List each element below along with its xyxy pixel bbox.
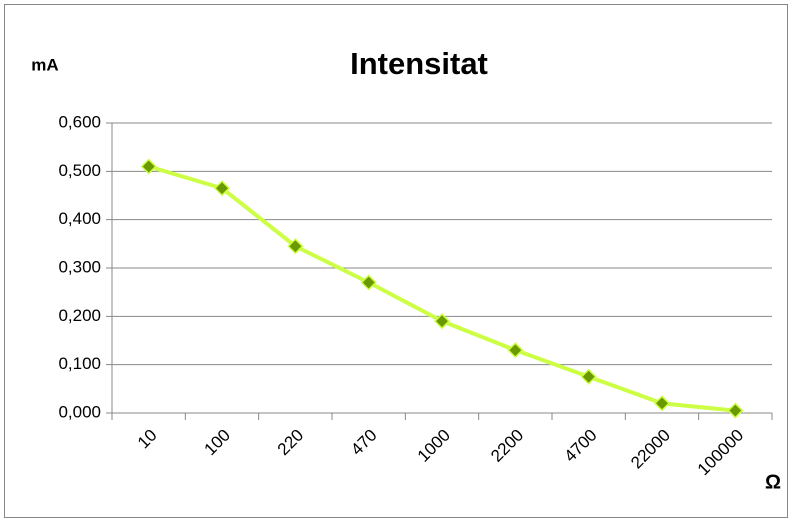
data-point — [213, 180, 231, 197]
data-point — [360, 274, 377, 291]
y-axis-label: mA — [31, 55, 58, 74]
y-tick-label: 0,200 — [58, 306, 101, 325]
y-tick-label: 0,400 — [58, 209, 101, 228]
y-tick-label: 0,600 — [58, 112, 101, 131]
data-point — [653, 395, 671, 412]
data-point — [727, 402, 744, 419]
data-point — [140, 158, 157, 175]
y-tick-label: 0,100 — [58, 354, 101, 373]
chart-title: Intensitat — [350, 46, 488, 81]
data-point — [507, 342, 524, 359]
y-tick-label: 0,000 — [58, 402, 101, 421]
x-axis-label: Ω — [765, 471, 781, 493]
data-point — [580, 368, 597, 385]
data-point — [287, 238, 304, 255]
y-tick-label: 0,300 — [58, 257, 101, 276]
data-point — [433, 313, 451, 330]
y-tick-label: 0,500 — [58, 161, 101, 180]
chart-border — [4, 4, 788, 518]
